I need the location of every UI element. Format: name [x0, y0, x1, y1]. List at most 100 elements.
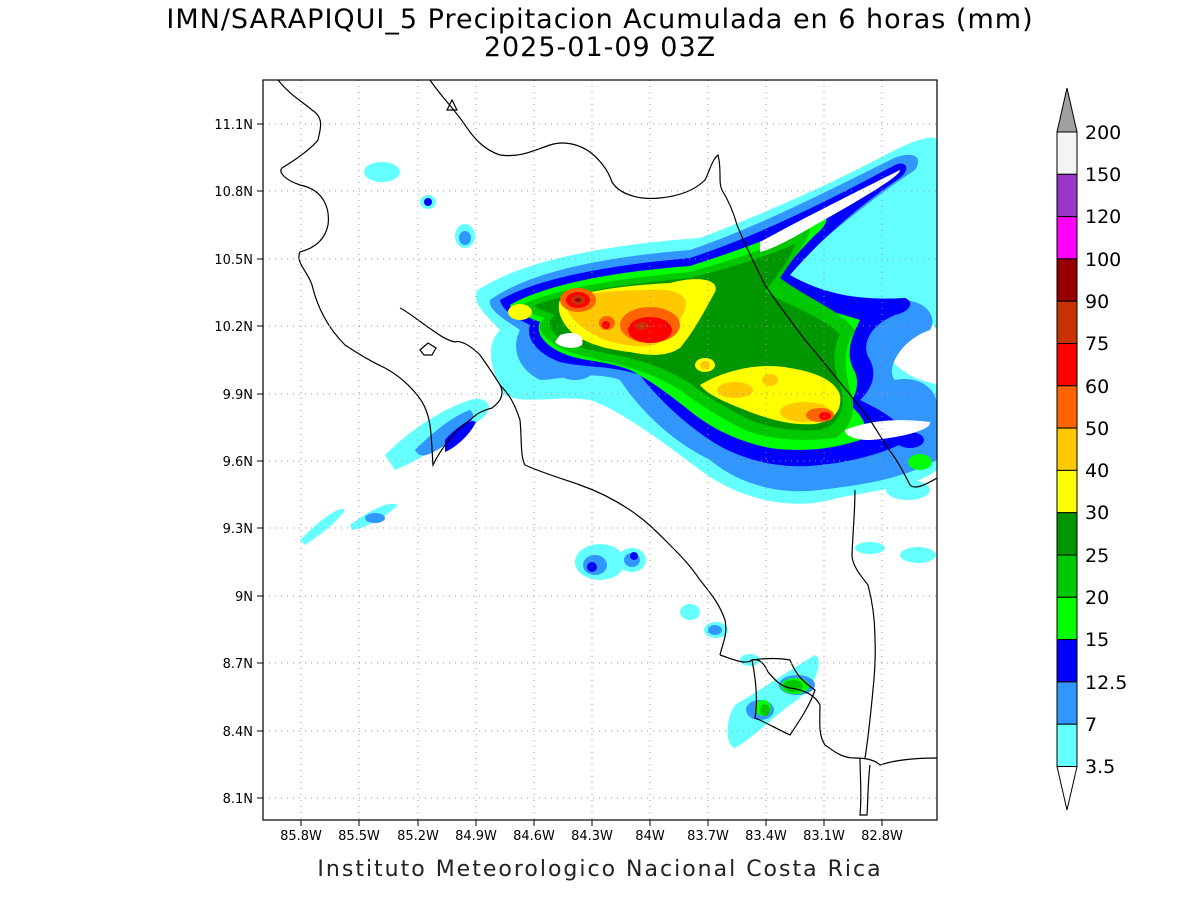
coastline-pacific-central	[499, 384, 727, 656]
precip-area-15mm	[908, 454, 932, 470]
lon-tick-label: 83.1W	[803, 829, 845, 844]
precip-area-7mm	[415, 410, 474, 456]
lat-tick-label: 9N	[235, 590, 253, 605]
lat-tick-label: 9.9N	[223, 388, 253, 403]
lon-tick-label: 84.9W	[455, 829, 497, 844]
colorbar	[1056, 87, 1078, 811]
colorbar-swatch-100-120	[1056, 216, 1078, 260]
colorbar-swatch-12.5-15	[1056, 639, 1078, 683]
lake-nicaragua-islet	[446, 98, 458, 111]
lat-tick-label: 10.8N	[214, 185, 253, 200]
colorbar-label: 15	[1085, 629, 1109, 651]
precip-area-12.5mm	[630, 552, 638, 560]
precip-area-7mm	[459, 231, 471, 245]
precip-area-3.5mm	[364, 162, 400, 182]
colorbar-label: 20	[1085, 587, 1109, 609]
lon-tick-label: 85.2W	[397, 829, 439, 844]
colorbar-label: 25	[1085, 545, 1109, 567]
lon-tick-label: 84.6W	[513, 829, 555, 844]
precip-area-12.5mm	[445, 421, 476, 452]
colorbar-swatch-20-25	[1056, 554, 1078, 598]
lon-tick-label: 83.7W	[687, 829, 729, 844]
coastlines-borders	[277, 80, 937, 816]
axis-ticks	[257, 123, 883, 826]
colorbar-swatch-15-20	[1056, 596, 1078, 641]
footer-credit: Instituto Meteorologico Nacional Costa R…	[317, 857, 883, 882]
precip-gap	[760, 170, 901, 252]
lon-tick-label: 85.8W	[280, 829, 322, 844]
colorbar-label: 3.5	[1085, 756, 1115, 778]
precip-area-12.5mm	[896, 432, 924, 448]
colorbar-swatch-40-50	[1056, 427, 1078, 471]
graticule	[263, 80, 937, 820]
colorbar-label: 50	[1085, 418, 1109, 440]
lat-tick-label: 9.6N	[223, 455, 253, 470]
colorbar-swatch-150-200	[1056, 131, 1078, 175]
lat-tick-label: 11.1N	[214, 118, 253, 133]
lat-tick-label: 9.3N	[223, 522, 253, 537]
colorbar-label: 200	[1085, 122, 1121, 144]
panama-peninsula	[859, 757, 871, 816]
colorbar-top-arrow	[1056, 87, 1078, 133]
precip-area-3.5mm	[900, 547, 936, 563]
map-frame	[262, 79, 938, 821]
precip-area-40mm	[717, 382, 753, 398]
precip-area-3.5mm	[855, 542, 885, 554]
precip-area-60mm	[819, 412, 831, 420]
colorbar-swatch-60-75	[1056, 343, 1078, 387]
colorbar-label: 150	[1085, 164, 1121, 186]
colorbar-label: 12.5	[1085, 672, 1127, 694]
colorbar-label: 120	[1085, 206, 1121, 228]
coastline-caribbean	[429, 80, 738, 226]
colorbar-label: 40	[1085, 460, 1109, 482]
lat-tick-label: 10.5N	[214, 253, 253, 268]
colorbar-swatch-3.5-7	[1056, 723, 1078, 768]
precip-area-60mm	[602, 321, 610, 329]
lon-tick-label: 84.3W	[571, 829, 613, 844]
precip-gap	[845, 420, 931, 440]
colorbar-swatch-7-12.5	[1056, 681, 1078, 725]
nicoya-gulf	[399, 307, 503, 421]
lat-tick-label: 8.7N	[223, 657, 253, 672]
precip-area-3.5mm	[300, 509, 345, 545]
precip-area-90mm	[575, 298, 581, 302]
colorbar-swatch-90-100	[1056, 258, 1078, 302]
precip-area-30mm	[508, 304, 532, 320]
colorbar-swatch-30-40	[1056, 469, 1078, 514]
precip-area-7mm	[365, 513, 385, 523]
precip-gap	[555, 333, 583, 348]
osa-peninsula	[751, 657, 816, 736]
colorbar-swatch-25-30	[1056, 512, 1078, 556]
colorbar-label: 60	[1085, 376, 1109, 398]
colorbar-label: 7	[1085, 714, 1097, 736]
lat-tick-label: 8.1N	[223, 792, 253, 807]
precip-area-40mm	[762, 374, 778, 386]
colorbar-bottom-arrow	[1056, 766, 1078, 811]
lat-tick-label: 8.4N	[223, 725, 253, 740]
nicoya-island	[419, 342, 437, 356]
colorbar-label: 75	[1085, 333, 1109, 355]
lon-tick-label: 84W	[635, 829, 665, 844]
lon-tick-label: 85.5W	[338, 829, 380, 844]
colorbar-swatch-75-90	[1056, 300, 1078, 345]
colorbar-swatch-120-150	[1056, 173, 1078, 218]
colorbar-label: 100	[1085, 249, 1121, 271]
colorbar-swatch-50-60	[1056, 385, 1078, 429]
precip-area-3.5mm	[680, 604, 700, 620]
precipitation-field	[300, 137, 937, 748]
lon-tick-label: 82.8W	[861, 829, 903, 844]
lat-tick-label: 10.2N	[214, 320, 253, 335]
precip-area-7mm	[708, 625, 722, 635]
lon-tick-label: 83.4W	[745, 829, 787, 844]
map-subtitle-date: 2025-01-09 03Z	[483, 32, 717, 63]
colorbar-label: 30	[1085, 502, 1109, 524]
colorbar-label: 90	[1085, 291, 1109, 313]
border-cr-panama-south	[851, 489, 876, 759]
border-cr-panama	[736, 224, 937, 488]
precip-area-12.5mm	[424, 198, 432, 206]
precip-area-20mm	[760, 704, 770, 716]
coastline-pacific-north	[277, 80, 471, 468]
coastline-panama-south	[879, 757, 937, 766]
map-title: IMN/SARAPIQUI_5 Precipitacion Acumulada …	[166, 4, 1034, 35]
